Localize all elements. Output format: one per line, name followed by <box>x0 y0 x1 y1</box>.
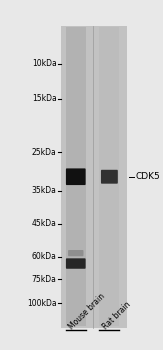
Text: 45kDa: 45kDa <box>32 219 56 228</box>
Text: 35kDa: 35kDa <box>32 186 56 195</box>
Text: 100kDa: 100kDa <box>27 299 56 308</box>
FancyBboxPatch shape <box>68 250 83 256</box>
Text: CDK5: CDK5 <box>136 172 161 181</box>
FancyBboxPatch shape <box>101 170 118 184</box>
Bar <box>61 26 127 328</box>
Text: 25kDa: 25kDa <box>32 148 56 157</box>
Text: 10kDa: 10kDa <box>32 60 56 68</box>
Text: Rat brain: Rat brain <box>101 300 132 331</box>
Bar <box>66 27 86 326</box>
Text: 75kDa: 75kDa <box>32 275 56 284</box>
FancyBboxPatch shape <box>66 258 86 269</box>
Bar <box>99 27 119 326</box>
Text: Mouse brain: Mouse brain <box>67 292 107 331</box>
Text: 60kDa: 60kDa <box>32 252 56 261</box>
FancyBboxPatch shape <box>66 168 86 185</box>
Text: 15kDa: 15kDa <box>32 94 56 103</box>
